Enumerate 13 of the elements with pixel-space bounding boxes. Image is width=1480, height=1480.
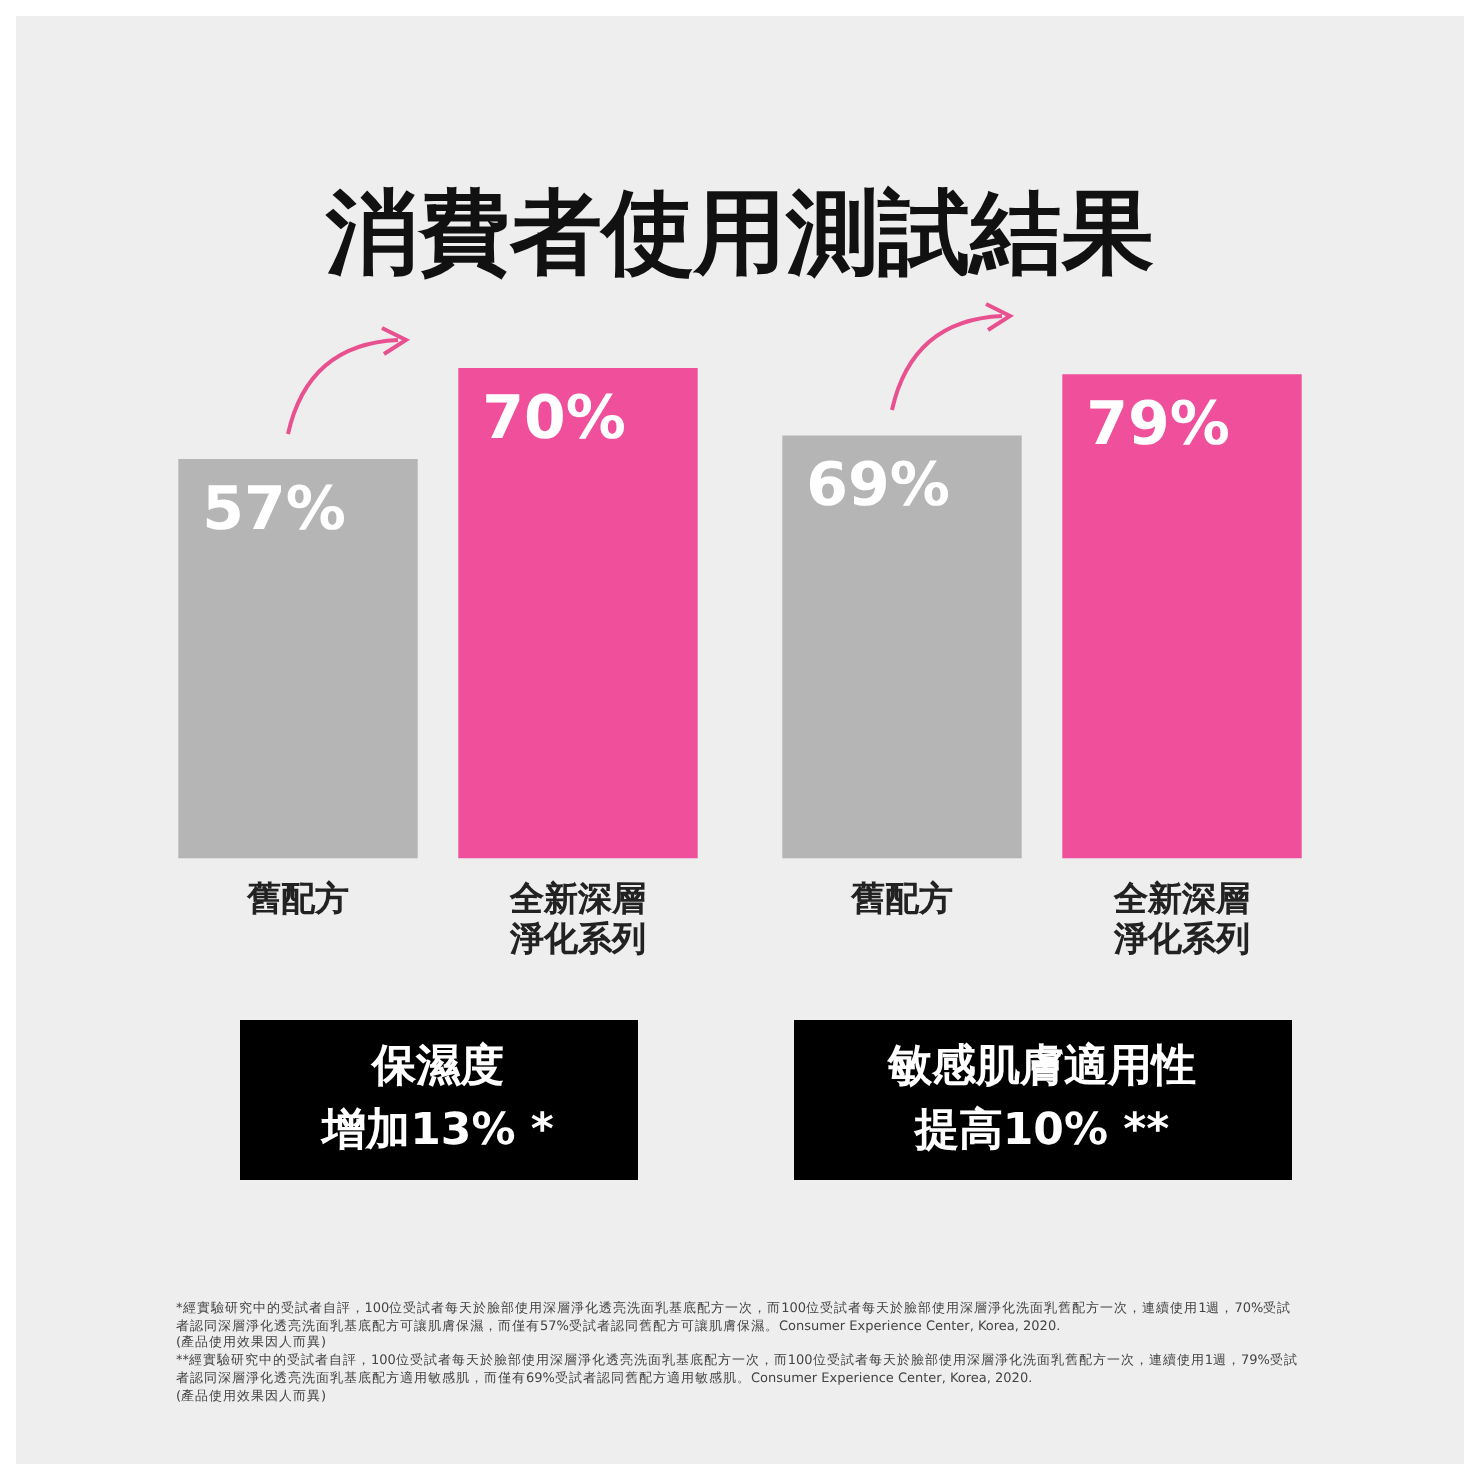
data-label: 79%	[1086, 389, 1230, 460]
text: 敏感肌膚適用性	[885, 1039, 1198, 1096]
x-tick-label: 舊配方	[245, 879, 349, 920]
data-label: 57%	[202, 474, 346, 545]
data-label: 69%	[806, 451, 950, 522]
x-tick-label: 全新深層淨化系列	[508, 879, 646, 961]
data-label: 70%	[482, 383, 626, 454]
text: 保濕度	[369, 1039, 506, 1096]
text: 提高10% **	[912, 1103, 1172, 1160]
text: 增加13% *	[318, 1103, 556, 1160]
x-tick-label: 全新深層淨化系列	[1112, 879, 1250, 961]
chart-title: 消費者使用測試結果	[323, 176, 1156, 290]
x-tick-label: 舊配方	[849, 879, 953, 920]
